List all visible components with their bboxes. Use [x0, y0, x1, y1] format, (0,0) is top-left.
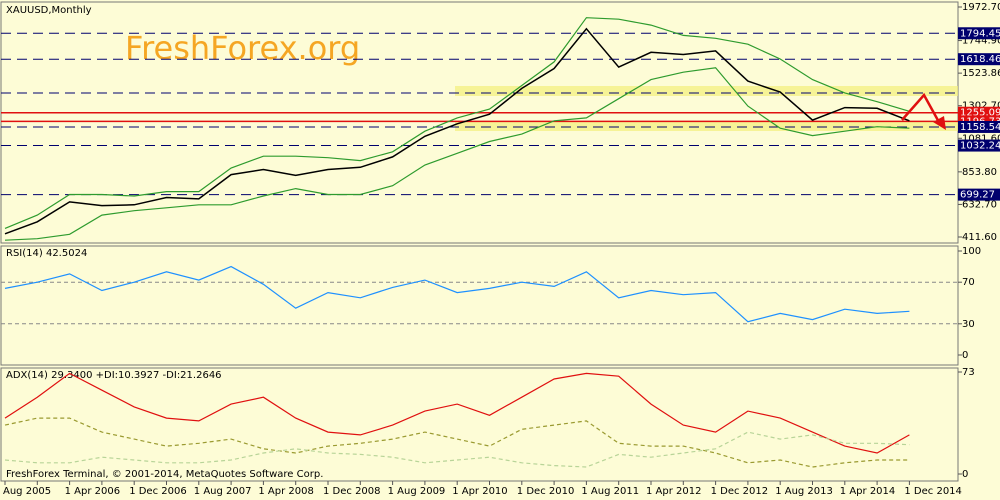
x-tick-label: 1 Apr 2008 [258, 486, 313, 497]
resistance-zone [455, 86, 958, 96]
rsi-panel [0, 245, 959, 366]
x-tick-label: Aug 2005 [3, 486, 51, 497]
y-tick-label: 1302.70 [962, 101, 1000, 112]
adx-title: ADX(14) 29.3400 +DI:10.3927 -DI:21.2646 [6, 370, 222, 381]
y-tick-label: 411.60 [962, 232, 997, 243]
level-box [958, 188, 1000, 201]
level-label: 1158.54 [960, 122, 1000, 133]
series-line [4, 372, 910, 454]
arrow [901, 92, 942, 125]
rsi-title: RSI(14) 42.5024 [6, 248, 87, 259]
level-box [958, 27, 1000, 40]
y-tick-label: 73 [962, 367, 975, 378]
y-tick-label: 1972.70 [962, 2, 1000, 13]
x-tick-label: 1 Dec 2010 [517, 486, 575, 497]
footer: FreshForex Terminal, © 2001-2014, MetaQu… [6, 469, 323, 480]
y-tick-label: 1744.90 [962, 36, 1000, 47]
x-tick-label: 1 Aug 2011 [581, 486, 639, 497]
series-line [4, 27, 910, 235]
y-tick-label: 1523.86 [962, 68, 1000, 79]
arrow-head [933, 116, 946, 130]
x-tick-label: 1 Aug 2013 [775, 486, 833, 497]
level-label: 1794.45 [960, 28, 1000, 39]
x-tick-label: 1 Dec 2012 [711, 486, 769, 497]
forecast-arrow [901, 92, 946, 130]
x-tick-label: 1 Apr 2006 [65, 486, 120, 497]
series-line [4, 431, 910, 468]
x-tick-label: 1 Dec 2006 [129, 486, 187, 497]
y-tick-label: 632.70 [962, 199, 997, 210]
series-line [4, 417, 910, 468]
level-label: 1032.24 [960, 141, 1000, 152]
y-tick-label: 30 [962, 319, 975, 330]
y-tick-label: 853.80 [962, 167, 997, 178]
y-tick-label: 70 [962, 277, 975, 288]
x-tick-label: 1 Apr 2012 [646, 486, 701, 497]
series-line [4, 17, 910, 229]
level-label: 699.27 [960, 190, 995, 201]
level-label: 1255.09 [960, 108, 1000, 119]
level-label: 1618.46 [960, 54, 1000, 65]
adx-panel [0, 367, 959, 482]
y-tick-label: 0 [962, 469, 968, 480]
x-tick-label: 1 Aug 2007 [194, 486, 252, 497]
level-box [958, 53, 1000, 66]
x-tick-label: 1 Apr 2014 [840, 486, 895, 497]
chart-title: XAUUSD,Monthly [6, 5, 92, 16]
x-tick-label: 1 Apr 2010 [452, 486, 507, 497]
x-tick-label: 1 Dec 2014 [904, 486, 962, 497]
watermark: FreshForex.org [125, 29, 360, 67]
level-box [958, 120, 1000, 133]
y-tick-label: 100 [962, 246, 981, 257]
series-line [4, 67, 910, 241]
y-tick-label: 1081.60 [962, 133, 1000, 144]
y-tick-label: 0 [962, 350, 968, 361]
series-line [4, 265, 910, 323]
x-tick-label: 1 Dec 2008 [323, 486, 381, 497]
level-box [958, 139, 1000, 152]
x-tick-label: 1 Aug 2009 [388, 486, 446, 497]
